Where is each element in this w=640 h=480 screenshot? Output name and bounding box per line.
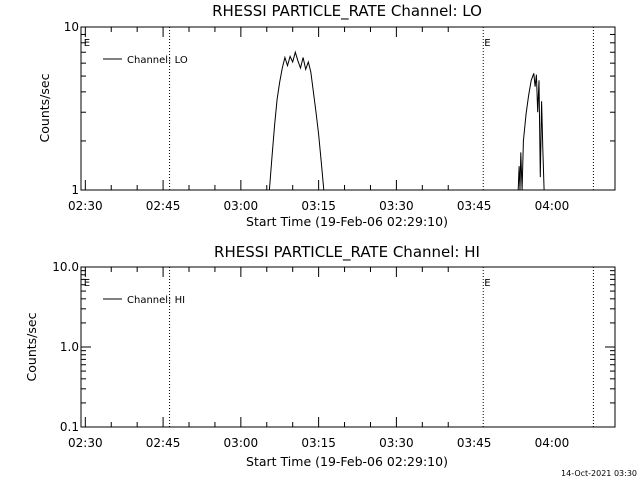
x-tick-labels: 02:30 02:45 03:00 03:15 03:30 03:45 04:00 <box>68 436 569 450</box>
x-tick-label: 03:30 <box>379 436 414 450</box>
x-tick-label: 03:15 <box>301 436 336 450</box>
dotted-lines <box>169 27 594 190</box>
y-tick-labels: 1 10 <box>64 20 79 197</box>
footer-timestamp: 14-Oct-2021 03:30 <box>561 469 637 478</box>
tick-marks <box>81 266 615 428</box>
x-axis-label: Start Time (19-Feb-06 02:29:10) <box>246 214 448 229</box>
y-axis-label: Counts/sec <box>24 312 39 381</box>
series-line <box>268 50 325 191</box>
tick-marks <box>81 26 615 191</box>
series-line <box>517 73 545 191</box>
x-tick-label: 04:00 <box>535 199 570 213</box>
chart-title: RHESSI PARTICLE_RATE Channel: HI <box>214 243 480 262</box>
legend: Channel: LO <box>103 55 188 66</box>
x-tick-label: 02:30 <box>68 436 103 450</box>
legend-entry: Channel: HI <box>127 295 185 306</box>
dotted-lines <box>169 267 594 427</box>
y-tick-label: 0.1 <box>60 420 79 434</box>
x-axis-label: Start Time (19-Feb-06 02:29:10) <box>246 454 448 469</box>
event-marker-label: E <box>84 38 90 49</box>
y-tick-label: 10.0 <box>52 260 79 274</box>
x-tick-label: 03:45 <box>457 199 492 213</box>
plot-frame <box>80 266 616 428</box>
x-tick-label: 03:00 <box>224 199 259 213</box>
event-marker-label: E <box>84 278 90 289</box>
x-tick-label: 02:30 <box>68 199 103 213</box>
x-tick-label: 02:45 <box>146 436 181 450</box>
legend-entry: Channel: LO <box>127 55 188 66</box>
series-lines <box>268 50 545 191</box>
y-tick-labels: 0.1 1.0 10.0 <box>52 260 79 434</box>
x-tick-label: 03:45 <box>457 436 492 450</box>
x-tick-label: 04:00 <box>535 436 570 450</box>
x-tick-label: 03:15 <box>301 199 336 213</box>
x-tick-label: 03:00 <box>224 436 259 450</box>
legend: Channel: HI <box>103 295 185 306</box>
plot-frame <box>80 26 616 191</box>
y-tick-label: 1.0 <box>60 340 79 354</box>
panel-hi: RHESSI PARTICLE_RATE Channel: HI 02:30 02… <box>24 243 616 469</box>
event-marker-label: E <box>484 278 490 289</box>
chart-title: RHESSI PARTICLE_RATE Channel: LO <box>212 2 482 21</box>
y-tick-label: 10 <box>64 20 79 34</box>
event-marker-label: E <box>484 38 490 49</box>
y-tick-label: 1 <box>71 183 79 197</box>
panel-lo: RHESSI PARTICLE_RATE Channel: LO 02:30 02… <box>37 2 616 229</box>
x-tick-labels: 02:30 02:45 03:00 03:15 03:30 03:45 04:00 <box>68 199 569 213</box>
x-tick-label: 02:45 <box>146 199 181 213</box>
x-tick-label: 03:30 <box>379 199 414 213</box>
y-axis-label: Counts/sec <box>37 73 52 142</box>
